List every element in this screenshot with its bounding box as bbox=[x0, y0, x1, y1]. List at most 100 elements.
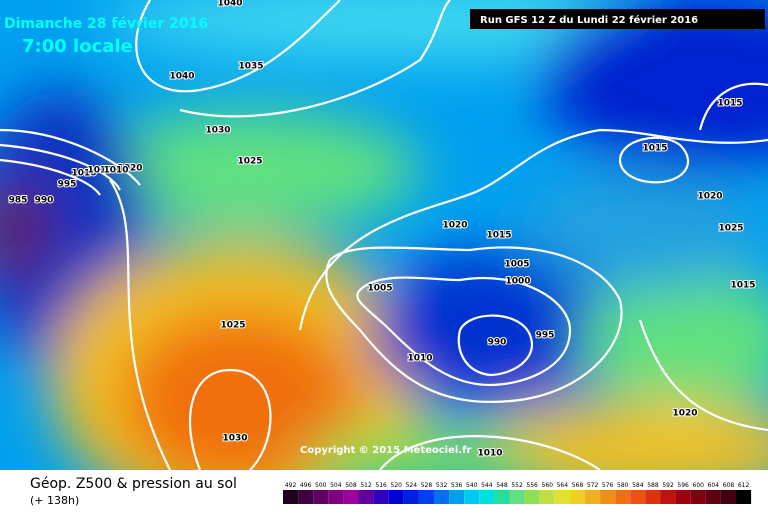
isobar-label: 1035 bbox=[238, 62, 263, 72]
scale-label: 512 bbox=[360, 482, 372, 489]
isobar-label: 1010 bbox=[71, 169, 96, 179]
scale-swatch bbox=[283, 490, 299, 504]
legend-subtitle: (+ 138h) bbox=[30, 494, 79, 507]
scale-label: 520 bbox=[391, 482, 403, 489]
scale-label: 544 bbox=[481, 482, 493, 489]
scale-swatch bbox=[509, 490, 525, 504]
scale-swatch bbox=[554, 490, 570, 504]
scale-swatch bbox=[585, 490, 601, 504]
legend-title: Géop. Z500 & pression au sol bbox=[30, 476, 237, 492]
scale-label: 492 bbox=[285, 482, 297, 489]
scale-label: 608 bbox=[723, 482, 735, 489]
scale-label: 536 bbox=[451, 482, 463, 489]
color-scale: 492 496 500 504 508 512 516 520 524 528 532 536 540 5… bbox=[283, 482, 752, 504]
scale-swatch bbox=[630, 490, 646, 504]
scale-label: 556 bbox=[526, 482, 538, 489]
scale-swatch bbox=[539, 490, 555, 504]
scale-label: 500 bbox=[315, 482, 327, 489]
isobar-label: 1010 bbox=[103, 166, 128, 176]
scale-label: 596 bbox=[677, 482, 689, 489]
isobar-label: 990 bbox=[488, 338, 507, 348]
isobar-label: 1040 bbox=[217, 0, 242, 9]
scale-label: 528 bbox=[421, 482, 433, 489]
scale-swatch bbox=[660, 490, 676, 504]
isobar-label: 1030 bbox=[222, 434, 247, 444]
isobar-label: 995 bbox=[536, 331, 555, 341]
scale-label: 588 bbox=[647, 482, 659, 489]
scale-label: 560 bbox=[542, 482, 554, 489]
scale-label: 532 bbox=[436, 482, 448, 489]
scale-swatch bbox=[449, 490, 465, 504]
isobar-label: 1020 bbox=[672, 409, 697, 419]
isobar-label: 1005 bbox=[504, 260, 529, 270]
scale-swatch bbox=[328, 490, 344, 504]
scale-label: 600 bbox=[693, 482, 705, 489]
isobar-label: 1010 bbox=[477, 449, 502, 459]
copyright: Copyright © 2015 Meteociel.fr bbox=[300, 445, 471, 456]
scale-label: 584 bbox=[632, 482, 644, 489]
time: 7:00 locale bbox=[22, 36, 133, 57]
scale-label: 612 bbox=[738, 482, 750, 489]
scale-swatch bbox=[434, 490, 450, 504]
isobar-label: 1015 bbox=[717, 99, 742, 109]
scale-swatch bbox=[600, 490, 616, 504]
scale-label: 580 bbox=[617, 482, 629, 489]
scale-label: 524 bbox=[406, 482, 418, 489]
scale-swatch bbox=[403, 490, 419, 504]
scale-swatch bbox=[313, 490, 329, 504]
scale-label: 508 bbox=[345, 482, 357, 489]
isobar-label: 1015 bbox=[486, 231, 511, 241]
scale-swatch bbox=[388, 490, 404, 504]
scale-label: 576 bbox=[602, 482, 614, 489]
scale-swatch bbox=[358, 490, 374, 504]
isobar-label: 1010 bbox=[407, 354, 432, 364]
scale-swatch bbox=[343, 490, 359, 504]
scale-swatch bbox=[298, 490, 314, 504]
scale-swatch bbox=[720, 490, 736, 504]
isobar-label: 1005 bbox=[367, 284, 392, 294]
scale-swatch bbox=[736, 490, 752, 504]
scale-label: 592 bbox=[662, 482, 674, 489]
scale-label: 540 bbox=[466, 482, 478, 489]
isobar-label: 1025 bbox=[718, 224, 743, 234]
scale-label: 568 bbox=[572, 482, 584, 489]
isobar-label: 1030 bbox=[205, 126, 230, 136]
scale-swatch bbox=[645, 490, 661, 504]
scale-swatch bbox=[418, 490, 434, 504]
isobar-label: 1040 bbox=[169, 72, 194, 82]
isobar-label: 1025 bbox=[220, 321, 245, 331]
scale-swatch bbox=[690, 490, 706, 504]
scale-label: 548 bbox=[496, 482, 508, 489]
scale-swatch bbox=[524, 490, 540, 504]
isobar-label: 1000 bbox=[505, 277, 530, 287]
scale-label: 604 bbox=[708, 482, 720, 489]
isobar-label: 1010 bbox=[87, 166, 112, 176]
scale-label: 564 bbox=[557, 482, 569, 489]
isobar-label: 1025 bbox=[237, 157, 262, 167]
scale-swatch bbox=[615, 490, 631, 504]
isobar-label: 1015 bbox=[642, 144, 667, 154]
scale-swatch bbox=[569, 490, 585, 504]
isobar-label: 990 bbox=[35, 196, 54, 206]
scale-label: 504 bbox=[330, 482, 342, 489]
scale-label: 516 bbox=[375, 482, 387, 489]
run-box bbox=[470, 9, 765, 29]
isobar-label: 1020 bbox=[117, 164, 142, 174]
date: Dimanche 28 février 2016 bbox=[4, 16, 208, 32]
scale-label: 552 bbox=[511, 482, 523, 489]
isobar-label: 1015 bbox=[730, 281, 755, 291]
isobar-label: 985 bbox=[9, 196, 28, 206]
scale-label: 496 bbox=[300, 482, 312, 489]
scale-swatch bbox=[479, 490, 495, 504]
scale-swatch bbox=[373, 490, 389, 504]
isobar-label: 1020 bbox=[697, 192, 722, 202]
isobar-labels: 1040104010351030102510201010101010109959… bbox=[8, 0, 757, 460]
scale-swatch bbox=[705, 490, 721, 504]
run-info: Run GFS 12 Z du Lundi 22 février 2016 bbox=[480, 14, 698, 26]
scale-label: 572 bbox=[587, 482, 599, 489]
scale-swatch bbox=[675, 490, 691, 504]
isobar-label: 995 bbox=[58, 180, 77, 190]
scale-swatch bbox=[494, 490, 510, 504]
